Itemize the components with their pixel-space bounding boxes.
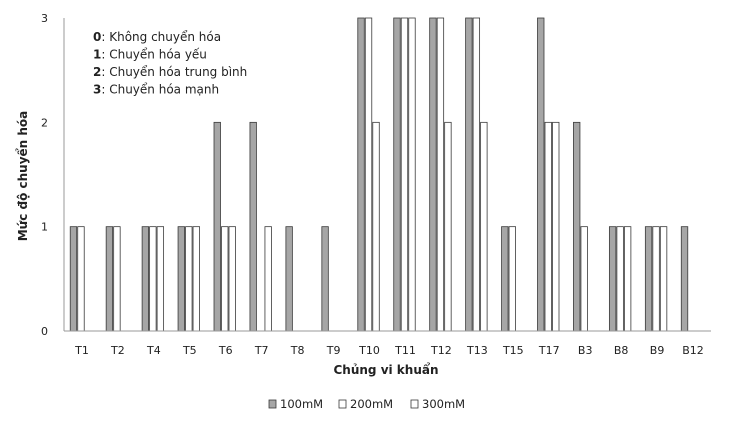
x-tick-labels: T1 T2 T4 T5 T6 T7 T8 T9 T10 T11 T12 T13 T15 T17 B3 B8 B9… bbox=[74, 344, 704, 357]
x-tick-label: B9 bbox=[650, 344, 665, 357]
bar-T11-300mM bbox=[408, 17, 416, 332]
x-tick-label: T7 bbox=[254, 344, 269, 357]
x-tick-label: B12 bbox=[682, 344, 704, 357]
bar-T1-100mM bbox=[69, 226, 78, 332]
x-tick-label: T8 bbox=[290, 344, 305, 357]
x-tick-label: T10 bbox=[358, 344, 380, 357]
bar-B9-100mM bbox=[644, 226, 653, 332]
bar-T17-100mM bbox=[537, 17, 545, 332]
bar-T13-200mM bbox=[472, 17, 481, 332]
bar-B8-200mM bbox=[616, 226, 624, 332]
bar-T9-100mM bbox=[321, 226, 329, 332]
bar-B9-300mM bbox=[659, 226, 668, 332]
legend-label: 100mM bbox=[280, 397, 323, 411]
x-tick-label: T6 bbox=[218, 344, 233, 357]
legend-label: 300mM bbox=[422, 397, 465, 411]
bar-T12-200mM bbox=[436, 17, 445, 332]
bar-T7-300mM bbox=[264, 226, 272, 332]
bar-T1-200mM bbox=[77, 226, 85, 332]
legend-label: 200mM bbox=[350, 397, 393, 411]
annotation-text: : Không chuyển hóa bbox=[101, 30, 221, 44]
annotation-text: : Chuyển hóa mạnh bbox=[101, 83, 219, 97]
x-tick-label: T9 bbox=[326, 344, 341, 357]
bar-T4-200mM bbox=[149, 226, 157, 332]
x-tick-label: T13 bbox=[466, 344, 488, 357]
x-tick-label: T11 bbox=[394, 344, 416, 357]
x-tick-label: T2 bbox=[110, 344, 125, 357]
bar-T11-100mM bbox=[393, 17, 401, 332]
bar-B3-100mM bbox=[573, 121, 581, 332]
bar-T8-100mM bbox=[285, 226, 293, 332]
annotation-key: 3 bbox=[93, 83, 101, 97]
bar-T4-100mM bbox=[141, 226, 150, 332]
legend: 100mM 200mM 300mM bbox=[268, 397, 465, 411]
bar-B8-300mM bbox=[623, 226, 632, 332]
annotation-line: 1: Chuyển hóa yếu bbox=[93, 48, 207, 62]
bar-T6-200mM bbox=[221, 226, 229, 332]
annotation-line: 2: Chuyển hóa trung bình bbox=[93, 65, 247, 79]
x-tick-label: T12 bbox=[430, 344, 452, 357]
x-tick-label: B3 bbox=[578, 344, 593, 357]
annotation-key: 1 bbox=[93, 48, 101, 62]
legend-swatch bbox=[410, 399, 419, 409]
x-tick-label: T1 bbox=[74, 344, 89, 357]
annotation-line: 3: Chuyển hóa mạnh bbox=[93, 83, 219, 97]
x-axis-title: Chủng vi khuẩn bbox=[333, 362, 438, 377]
bar-T11-200mM bbox=[400, 17, 409, 332]
y-tick-labels: 0 1 2 3 bbox=[41, 12, 48, 338]
x-tick-label: T17 bbox=[538, 344, 560, 357]
bar-T5-100mM bbox=[177, 226, 185, 332]
bar-T10-200mM bbox=[364, 17, 373, 332]
bar-B9-200mM bbox=[652, 226, 660, 332]
bar-T2-100mM bbox=[105, 226, 114, 332]
bars-layer bbox=[69, 17, 689, 332]
x-tick-label: B8 bbox=[614, 344, 629, 357]
bar-B3-200mM bbox=[580, 226, 588, 332]
annotation-key: 2 bbox=[93, 65, 101, 79]
y-tick-label: 2 bbox=[41, 116, 48, 129]
annotation-text: : Chuyển hóa yếu bbox=[101, 48, 207, 62]
bar-T15-200mM bbox=[508, 226, 516, 332]
bar-T12-100mM bbox=[429, 17, 437, 332]
bar-T7-100mM bbox=[249, 121, 257, 332]
bar-T15-100mM bbox=[501, 226, 509, 332]
bar-T13-300mM bbox=[480, 121, 488, 332]
annotation-key: 0 bbox=[93, 30, 101, 44]
bar-T12-300mM bbox=[444, 121, 452, 332]
annotation-line: 0: Không chuyển hóa bbox=[93, 30, 221, 44]
bar-T5-300mM bbox=[192, 226, 200, 332]
bar-B8-100mM bbox=[608, 226, 617, 332]
y-tick-label: 0 bbox=[41, 325, 48, 338]
x-tick-label: T15 bbox=[502, 344, 524, 357]
bar-T6-300mM bbox=[228, 226, 236, 332]
bar-T10-100mM bbox=[357, 17, 365, 332]
bar-T10-300mM bbox=[372, 121, 380, 332]
y-tick-label: 3 bbox=[41, 12, 48, 25]
bar-T6-100mM bbox=[213, 121, 221, 332]
bar-T17-200mM bbox=[544, 121, 552, 332]
bar-T2-200mM bbox=[113, 226, 121, 332]
x-tick-label: T4 bbox=[146, 344, 161, 357]
bar-T4-300mM bbox=[156, 226, 165, 332]
x-tick-label: T5 bbox=[182, 344, 197, 357]
legend-swatch bbox=[268, 399, 277, 409]
bar-T17-300mM bbox=[552, 121, 560, 332]
y-tick-label: 1 bbox=[41, 221, 48, 234]
y-axis-title: Mức độ chuyển hóa bbox=[15, 111, 30, 242]
bar-T5-200mM bbox=[185, 226, 193, 332]
bar-T13-100mM bbox=[465, 17, 473, 332]
legend-swatch bbox=[338, 399, 347, 409]
annotation-text: : Chuyển hóa trung bình bbox=[101, 65, 247, 79]
bar-B12-100mM bbox=[680, 226, 689, 332]
